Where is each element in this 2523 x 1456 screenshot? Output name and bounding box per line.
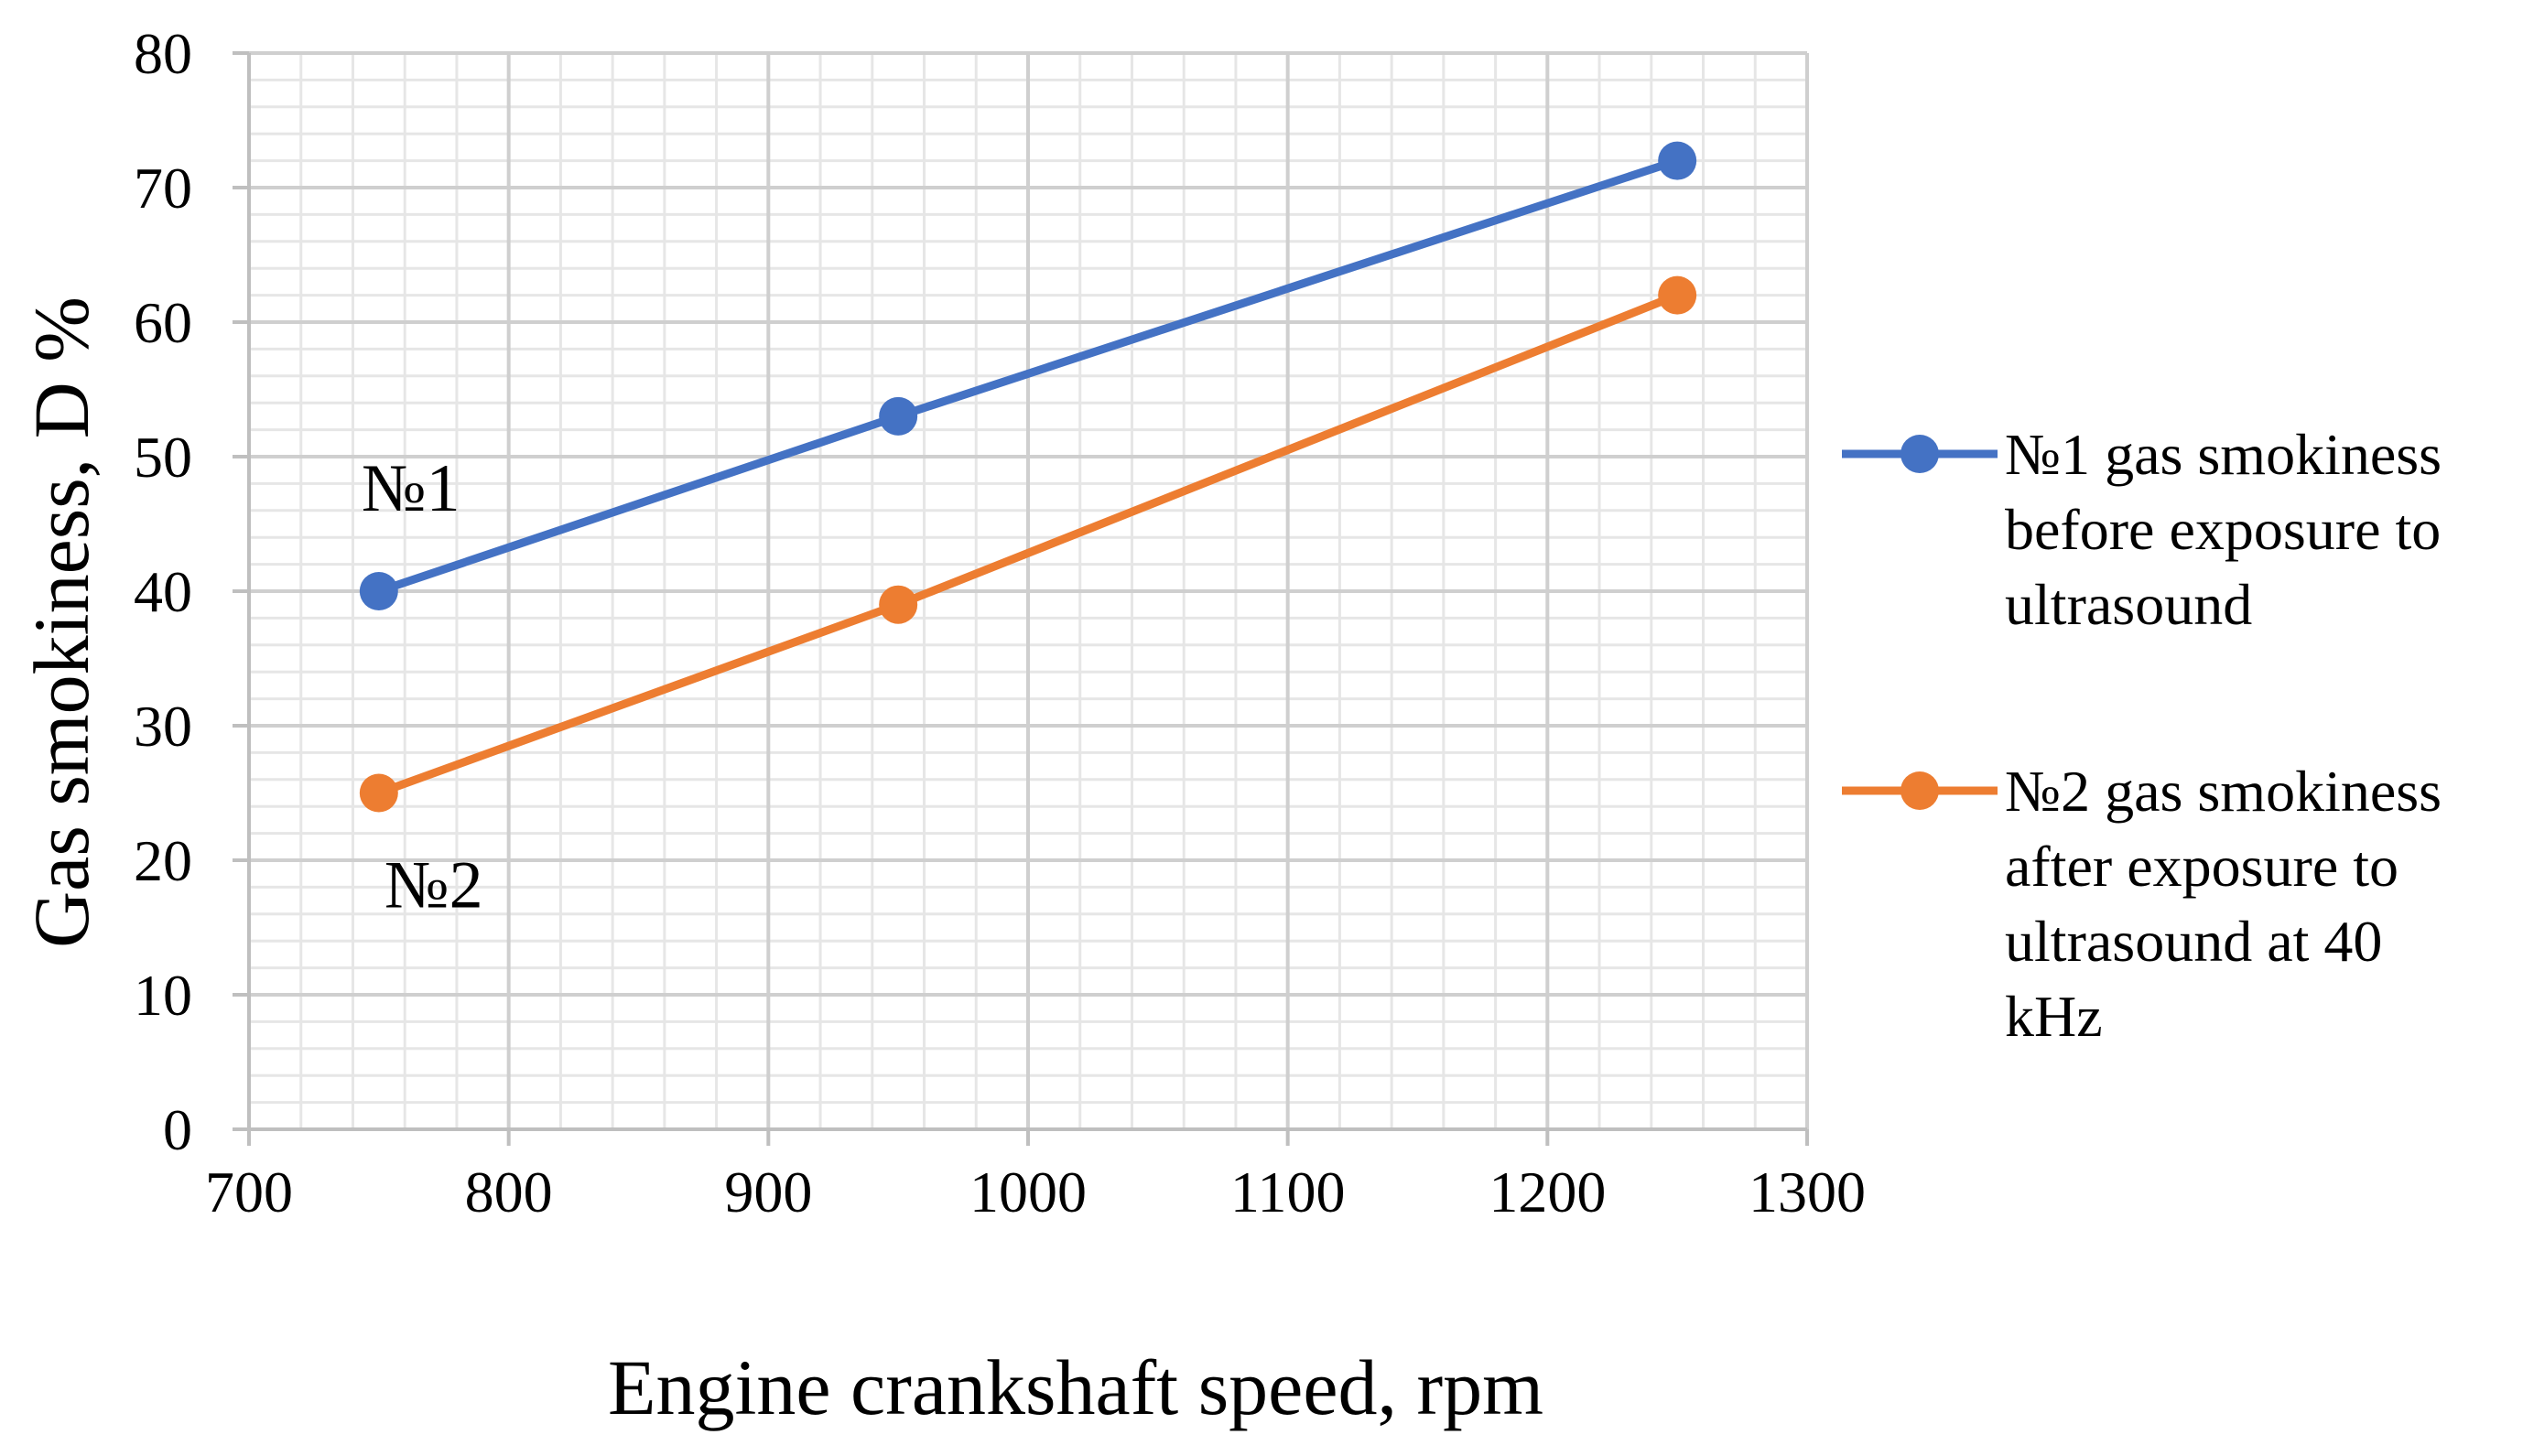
legend-label-line: №1 gas smokiness [2005, 422, 2442, 487]
x-tick-labels: 700 800 900 1000 1100 1200 1300 [205, 1159, 1866, 1224]
series-2-point [879, 585, 918, 624]
series-1-annotation: №1 [362, 451, 460, 526]
legend-label-line: after exposure to [2005, 834, 2398, 899]
legend-swatch-marker [1900, 435, 1939, 473]
y-tick-label: 30 [134, 694, 192, 759]
series-2 [359, 275, 1697, 813]
x-tick-label: 1000 [969, 1159, 1087, 1224]
legend-swatch-marker [1900, 771, 1939, 810]
legend: №1 gas smokiness before exposure to ultras… [1842, 422, 2442, 1049]
legend-label-line: kHz [2005, 984, 2103, 1049]
series-1-point [359, 572, 398, 610]
legend-label-line: ultrasound at 40 [2005, 909, 2382, 974]
x-tick-label: 1200 [1489, 1159, 1606, 1224]
x-tick-label: 800 [465, 1159, 553, 1224]
series-2-point [359, 773, 398, 813]
x-tick-label: 900 [724, 1159, 812, 1224]
legend-label-line: №2 gas smokiness [2005, 759, 2442, 824]
series-2-point [1658, 275, 1697, 315]
y-tick-label: 20 [134, 828, 192, 893]
y-tick-label: 80 [134, 21, 192, 86]
legend-label-line: ultrasound [2005, 572, 2252, 637]
series-layer [359, 141, 1697, 813]
x-tick-label: 700 [205, 1159, 293, 1224]
series-1-point [879, 396, 918, 436]
y-tick-label: 0 [163, 1097, 192, 1162]
x-tick-label: 1100 [1230, 1159, 1346, 1224]
axes [233, 51, 1809, 1146]
x-axis-title: Engine crankshaft speed, rpm [608, 1343, 1543, 1431]
series-2-annotation: №2 [384, 848, 483, 923]
y-axis-title: Gas smokiness, D % [17, 297, 105, 948]
legend-item-2: №2 gas smokiness after exposure to ultraso… [1842, 759, 2442, 1049]
y-tick-label: 10 [134, 963, 192, 1028]
y-tick-label: 40 [134, 559, 192, 624]
legend-label-line: before exposure to [2005, 497, 2441, 562]
x-tick-label: 1300 [1749, 1159, 1866, 1224]
series-1-point [1658, 141, 1697, 180]
y-tick-label: 70 [134, 156, 192, 221]
series-1 [359, 141, 1697, 610]
series-labels: №1 №2 [362, 451, 483, 923]
y-tick-labels: 0 10 20 30 40 50 60 70 80 [134, 21, 192, 1162]
y-tick-label: 60 [134, 290, 192, 355]
legend-item-1: №1 gas smokiness before exposure to ultras… [1842, 422, 2442, 637]
y-tick-label: 50 [134, 425, 192, 490]
